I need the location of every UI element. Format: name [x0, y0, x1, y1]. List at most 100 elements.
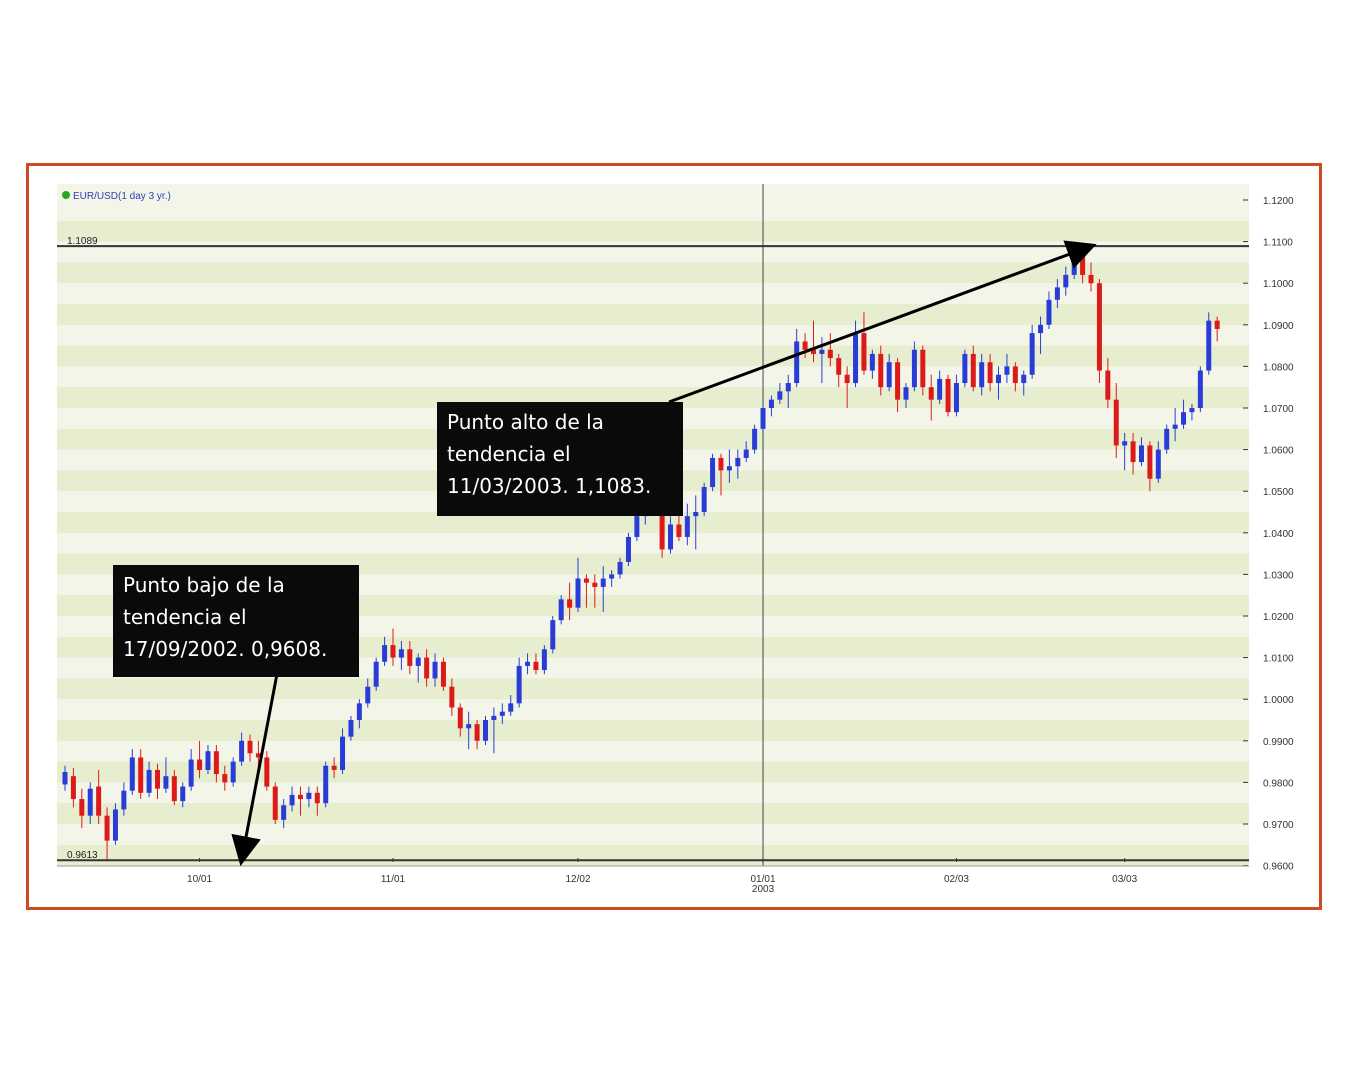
x-tick-label: 01/01 [751, 874, 776, 885]
candle-body [752, 428, 758, 450]
y-tick-label: 1.1000 [1263, 279, 1294, 290]
annotation-high: Punto alto de la tendencia el 11/03/2003… [437, 402, 683, 516]
y-tick-label: 1.0200 [1263, 612, 1294, 623]
candle-body [827, 349, 833, 359]
candle-body [726, 466, 732, 471]
y-tick-label: 1.0400 [1263, 529, 1294, 540]
candle-body [1189, 408, 1195, 413]
candle-body [1080, 254, 1086, 275]
candle-body [79, 799, 85, 816]
candle-body [205, 751, 211, 770]
y-tick-label: 1.1200 [1263, 196, 1294, 207]
candle-body [550, 620, 556, 650]
x-tick-label: 02/03 [944, 874, 969, 885]
candle-body [794, 341, 800, 384]
candle-body [289, 794, 295, 806]
candle-body [1214, 320, 1220, 329]
candle-body [281, 805, 287, 820]
candle-body [415, 657, 421, 666]
annotation-arrow [231, 673, 279, 867]
candle-body [676, 524, 682, 537]
candle-body [920, 349, 926, 388]
candle-body [129, 757, 135, 791]
candle-body [306, 792, 312, 800]
y-tick-label: 1.0700 [1263, 404, 1294, 415]
y-tick-label: 1.0300 [1263, 570, 1294, 581]
candle-body [104, 815, 110, 841]
candle-body [146, 769, 152, 793]
candle-body [87, 788, 93, 816]
high-line-label: 1.1089 [67, 236, 98, 247]
candle-body [1206, 320, 1212, 371]
candle-body [970, 353, 976, 388]
candle-body [1197, 370, 1203, 408]
candle-body [197, 759, 203, 770]
candle-body [499, 711, 505, 716]
candle-body [567, 599, 573, 608]
candle-body [710, 457, 716, 488]
candle-body [138, 757, 144, 793]
candle-body [340, 736, 346, 770]
candle-body [895, 362, 901, 400]
candle-body [440, 661, 446, 687]
candle-body [230, 761, 236, 783]
grid-band [57, 387, 1249, 408]
grid-band [57, 803, 1249, 824]
candle-body [171, 776, 177, 802]
candle-body [1138, 445, 1144, 463]
candle-body [600, 578, 606, 587]
x-tick-label: 10/01 [187, 874, 212, 885]
grid-band [57, 678, 1249, 700]
candle-body [1021, 374, 1027, 384]
candle-body [1155, 449, 1161, 479]
grid-band [57, 761, 1249, 783]
candle-body [987, 362, 993, 384]
candle-body [853, 333, 859, 384]
candle-body [457, 707, 463, 729]
low-line-label: 0.9613 [67, 850, 98, 861]
candle-body [70, 776, 76, 800]
candle-body [121, 790, 127, 810]
candle-body [592, 582, 598, 587]
candle-body [937, 378, 943, 400]
candle-body [802, 341, 808, 350]
x-tick-label: 12/02 [565, 874, 590, 885]
y-tick-label: 0.9700 [1263, 820, 1294, 831]
candle-body [272, 786, 278, 820]
grid-band [57, 262, 1249, 284]
candle-body [583, 578, 589, 583]
y-tick-label: 1.1100 [1263, 238, 1293, 249]
candle-body [96, 786, 102, 816]
candle-body [239, 740, 245, 762]
candle-body [314, 792, 320, 804]
candle-body [331, 765, 337, 770]
candle-body [634, 516, 640, 537]
candle-body [1164, 428, 1170, 450]
candle-body [365, 686, 371, 704]
grid-band [57, 304, 1249, 325]
candle-body [213, 751, 219, 775]
candle-body [1105, 370, 1111, 400]
x-tick-sublabel: 2003 [752, 884, 775, 895]
candle-body [735, 457, 741, 467]
candle-body [701, 487, 707, 512]
candle-body [928, 387, 934, 400]
candle-body [1122, 441, 1128, 446]
y-tick-label: 0.9800 [1263, 778, 1294, 789]
y-tick-label: 1.0800 [1263, 362, 1294, 373]
candle-body [844, 374, 850, 384]
candle-body [1172, 424, 1178, 429]
candle-body [508, 703, 514, 712]
candle-body [836, 358, 842, 375]
candle-body [533, 661, 539, 671]
candle-body [1088, 274, 1094, 284]
candle-body [785, 383, 791, 392]
candle-body [188, 759, 194, 787]
annotation-low: Punto bajo de la tendencia el 17/09/2002… [113, 565, 359, 677]
candle-body [903, 387, 909, 400]
candle-body [483, 720, 488, 741]
candle-body [255, 753, 261, 758]
candle-body [1012, 366, 1018, 384]
candle-body [348, 720, 354, 737]
candle-body [432, 661, 438, 679]
